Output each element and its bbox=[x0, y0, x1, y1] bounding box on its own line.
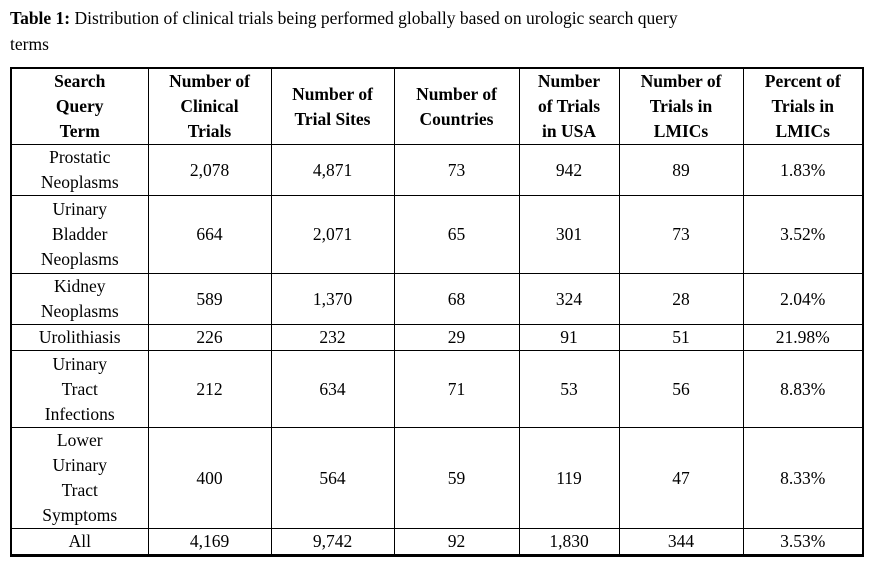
table-cell: 29 bbox=[393, 324, 520, 351]
table-cell: Urinary Bladder Neoplasms bbox=[10, 195, 149, 274]
table-cell: 564 bbox=[270, 427, 395, 529]
table-cell: 400 bbox=[147, 427, 272, 529]
caption-label: Table 1: bbox=[10, 8, 71, 28]
table-cell: 28 bbox=[618, 273, 744, 325]
table-row: Lower Urinary Tract Symptoms 400 564 59 … bbox=[10, 427, 864, 529]
table-cell: 634 bbox=[270, 350, 395, 428]
table-cell: 73 bbox=[393, 144, 520, 196]
table-cell: 8.33% bbox=[742, 427, 864, 529]
table-cell: 47 bbox=[618, 427, 744, 529]
table-cell: 89 bbox=[618, 144, 744, 196]
table-cell: Lower Urinary Tract Symptoms bbox=[10, 427, 149, 529]
table-cell: 53 bbox=[518, 350, 620, 428]
table-cell: 1,370 bbox=[270, 273, 395, 325]
table-row: Urinary Tract Infections 212 634 71 53 5… bbox=[10, 350, 864, 428]
table-caption: Table 1: Distribution of clinical trials… bbox=[10, 5, 861, 57]
table-cell: 3.53% bbox=[742, 528, 864, 556]
table-cell: 2.04% bbox=[742, 273, 864, 325]
table-cell: 56 bbox=[618, 350, 744, 428]
column-header-trials-usa: Number of Trials in USA bbox=[518, 67, 620, 145]
table-cell: 3.52% bbox=[742, 195, 864, 274]
table-cell: 589 bbox=[147, 273, 272, 325]
table-cell: 71 bbox=[393, 350, 520, 428]
table-cell: 226 bbox=[147, 324, 272, 351]
table-cell: 324 bbox=[518, 273, 620, 325]
table-cell: 91 bbox=[518, 324, 620, 351]
table-cell: All bbox=[10, 528, 149, 556]
column-header-countries: Number of Countries bbox=[393, 67, 520, 145]
column-header-search-query-term: Search Query Term bbox=[10, 67, 149, 145]
table-cell: 59 bbox=[393, 427, 520, 529]
table-cell: Prostatic Neoplasms bbox=[10, 144, 149, 196]
table-cell: Kidney Neoplasms bbox=[10, 273, 149, 325]
table-cell: 9,742 bbox=[270, 528, 395, 556]
table-cell: 344 bbox=[618, 528, 744, 556]
table-row: Urolithiasis 226 232 29 91 51 21.98% bbox=[10, 324, 864, 351]
table-cell: 51 bbox=[618, 324, 744, 351]
table-cell: 2,078 bbox=[147, 144, 272, 196]
column-header-clinical-trials: Number of Clinical Trials bbox=[147, 67, 272, 145]
table-cell: 21.98% bbox=[742, 324, 864, 351]
table-row-totals: All 4,169 9,742 92 1,830 344 3.53% bbox=[10, 528, 864, 556]
table-cell: 1,830 bbox=[518, 528, 620, 556]
table-cell: 68 bbox=[393, 273, 520, 325]
table-cell: Urinary Tract Infections bbox=[10, 350, 149, 428]
header-row: Search Query Term Number of Clinical Tri… bbox=[10, 67, 864, 145]
table-cell: 73 bbox=[618, 195, 744, 274]
clinical-trials-table: Search Query Term Number of Clinical Tri… bbox=[10, 67, 864, 557]
column-header-trial-sites: Number of Trial Sites bbox=[270, 67, 395, 145]
column-header-trials-lmics: Number of Trials in LMICs bbox=[618, 67, 744, 145]
table-cell: 664 bbox=[147, 195, 272, 274]
table-cell: 1.83% bbox=[742, 144, 864, 196]
caption-text: Distribution of clinical trials being pe… bbox=[10, 8, 678, 54]
table-cell: 212 bbox=[147, 350, 272, 428]
table-cell: 301 bbox=[518, 195, 620, 274]
table-cell: 942 bbox=[518, 144, 620, 196]
table-row: Urinary Bladder Neoplasms 664 2,071 65 3… bbox=[10, 195, 864, 274]
table-row: Prostatic Neoplasms 2,078 4,871 73 942 8… bbox=[10, 144, 864, 196]
table-row: Kidney Neoplasms 589 1,370 68 324 28 2.0… bbox=[10, 273, 864, 325]
table-cell: 2,071 bbox=[270, 195, 395, 274]
table-cell: 4,871 bbox=[270, 144, 395, 196]
table-cell: 119 bbox=[518, 427, 620, 529]
table-cell: 232 bbox=[270, 324, 395, 351]
table-cell: 4,169 bbox=[147, 528, 272, 556]
column-header-percent-lmics: Percent of Trials in LMICs bbox=[742, 67, 864, 145]
table-cell: 65 bbox=[393, 195, 520, 274]
table-cell: 92 bbox=[393, 528, 520, 556]
table-cell: 8.83% bbox=[742, 350, 864, 428]
table-cell: Urolithiasis bbox=[10, 324, 149, 351]
